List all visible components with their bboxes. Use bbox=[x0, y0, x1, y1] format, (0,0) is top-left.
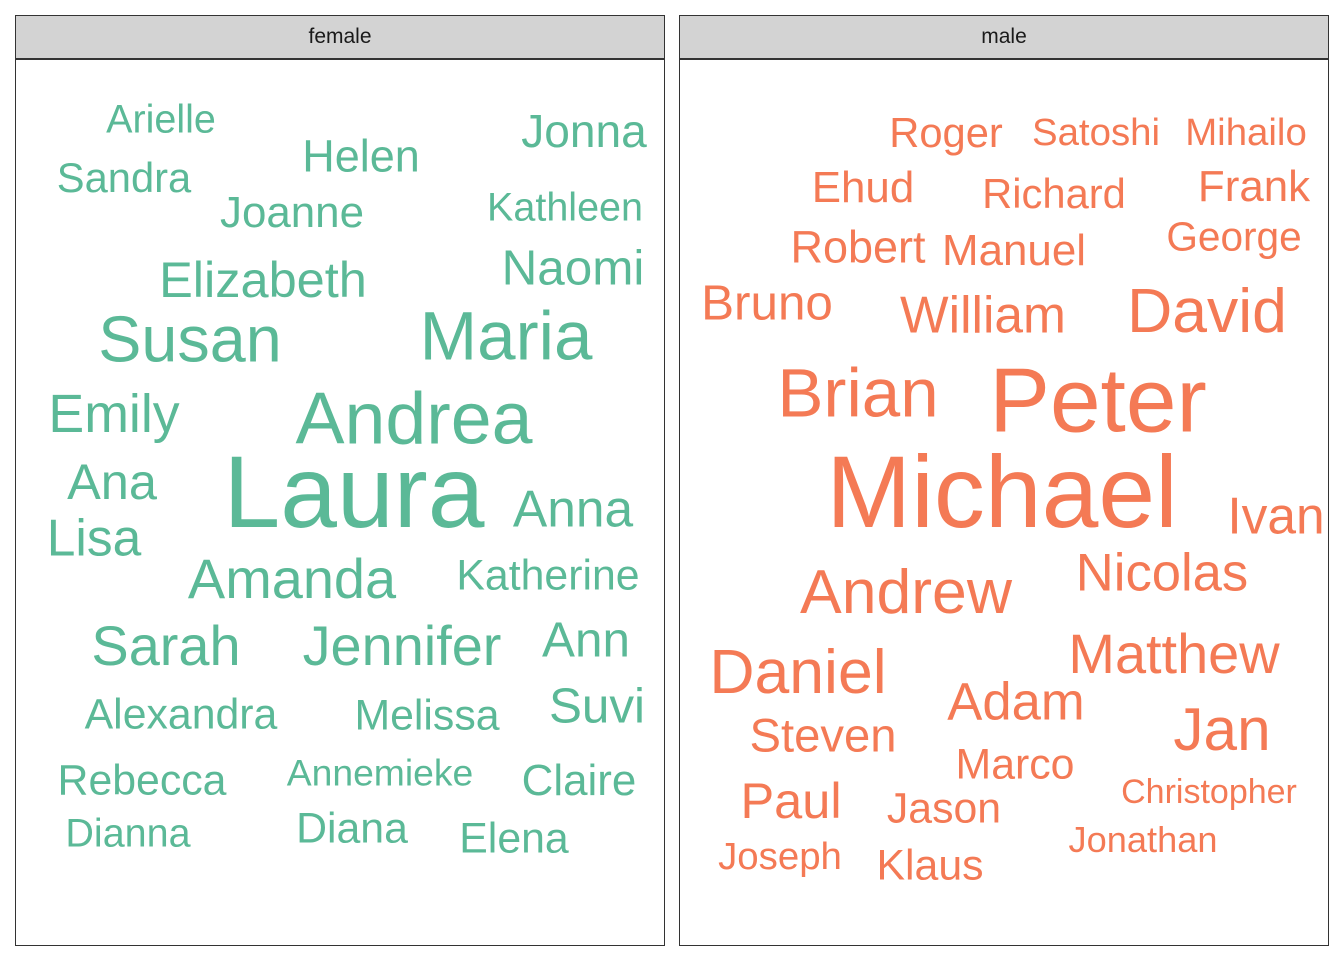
word-female-andrea: Andrea bbox=[295, 376, 533, 460]
word-male-william: William bbox=[900, 285, 1066, 344]
facet-panel-female: female Laura Andrea Maria Susan Amanda Jennif… bbox=[15, 15, 665, 946]
word-female-claire: Claire bbox=[521, 756, 637, 806]
word-female-ann: Ann bbox=[542, 612, 630, 668]
word-male-jonathan: Jonathan bbox=[1068, 818, 1218, 860]
word-male-nicolas: Nicolas bbox=[1075, 543, 1249, 603]
word-male-andrew: Andrew bbox=[800, 556, 1012, 627]
facet-label-male: male bbox=[981, 25, 1027, 48]
word-female-elena: Elena bbox=[459, 814, 569, 863]
word-male-steven: Steven bbox=[749, 709, 897, 763]
facet-panel-male: male Michael Peter Brian Andrew Daniel David J… bbox=[679, 15, 1329, 946]
word-male-jan: Jan bbox=[1173, 694, 1271, 763]
word-male-robert: Robert bbox=[790, 221, 926, 273]
word-female-sandra: Sandra bbox=[56, 154, 192, 202]
word-female-sarah: Sarah bbox=[91, 614, 241, 678]
word-female-helen: Helen bbox=[302, 130, 420, 182]
word-male-george: George bbox=[1166, 213, 1302, 260]
word-cloud-female: Laura Andrea Maria Susan Amanda Jennifer Sarah… bbox=[15, 59, 665, 946]
word-male-jason: Jason bbox=[886, 784, 1002, 833]
word-female-melissa: Melissa bbox=[354, 691, 500, 740]
word-male-marco: Marco bbox=[955, 740, 1075, 789]
word-female-joanne: Joanne bbox=[220, 188, 364, 238]
word-female-elizabeth: Elizabeth bbox=[159, 250, 367, 308]
word-male-brian: Brian bbox=[777, 353, 939, 432]
word-female-alexandra: Alexandra bbox=[84, 690, 278, 739]
word-female-katherine: Katherine bbox=[456, 551, 640, 600]
word-male-satoshi: Satoshi bbox=[1031, 110, 1161, 154]
word-female-anna: Anna bbox=[512, 479, 634, 538]
word-female-amanda: Amanda bbox=[187, 547, 397, 611]
word-cloud-male: Michael Peter Brian Andrew Daniel David Jan Mat… bbox=[679, 59, 1329, 946]
word-female-diana: Diana bbox=[296, 804, 408, 853]
word-female-susan: Susan bbox=[98, 302, 282, 376]
facet-strip-male: male bbox=[679, 15, 1329, 59]
word-male-richard: Richard bbox=[982, 170, 1126, 218]
word-female-arielle: Arielle bbox=[106, 97, 216, 142]
word-female-suvi: Suvi bbox=[548, 678, 646, 734]
word-female-kathleen: Kathleen bbox=[487, 185, 643, 230]
word-female-rebecca: Rebecca bbox=[57, 756, 227, 805]
word-female-jennifer: Jennifer bbox=[302, 614, 502, 678]
word-female-naomi: Naomi bbox=[501, 240, 645, 296]
word-male-ehud: Ehud bbox=[811, 163, 915, 213]
facet-strip-female: female bbox=[15, 15, 665, 59]
word-male-joseph: Joseph bbox=[718, 834, 842, 878]
facet-label-female: female bbox=[308, 25, 372, 48]
word-male-klaus: Klaus bbox=[876, 841, 984, 890]
word-male-michael: Michael bbox=[826, 435, 1178, 549]
word-male-paul: Paul bbox=[740, 771, 842, 829]
word-male-david: David bbox=[1127, 275, 1287, 346]
word-female-jonna: Jonna bbox=[521, 104, 647, 157]
word-male-manuel: Manuel bbox=[942, 226, 1086, 276]
word-male-mihailo: Mihailo bbox=[1185, 110, 1307, 154]
word-male-adam: Adam bbox=[947, 672, 1085, 732]
word-male-christopher: Christopher bbox=[1121, 773, 1297, 811]
word-male-roger: Roger bbox=[889, 109, 1003, 157]
word-female-maria: Maria bbox=[419, 296, 593, 375]
word-female-dianna: Dianna bbox=[65, 811, 191, 856]
word-male-ivan: Ivan bbox=[1227, 486, 1325, 545]
word-male-matthew: Matthew bbox=[1068, 622, 1280, 686]
word-female-ana: Ana bbox=[67, 452, 157, 510]
word-female-lisa: Lisa bbox=[46, 508, 142, 567]
word-male-peter: Peter bbox=[989, 350, 1207, 452]
word-male-daniel: Daniel bbox=[709, 636, 887, 707]
word-male-frank: Frank bbox=[1197, 162, 1311, 212]
word-female-emily: Emily bbox=[48, 384, 180, 445]
word-male-bruno: Bruno bbox=[701, 275, 833, 331]
word-female-laura: Laura bbox=[223, 435, 485, 549]
word-female-annemieke: Annemieke bbox=[286, 751, 474, 794]
